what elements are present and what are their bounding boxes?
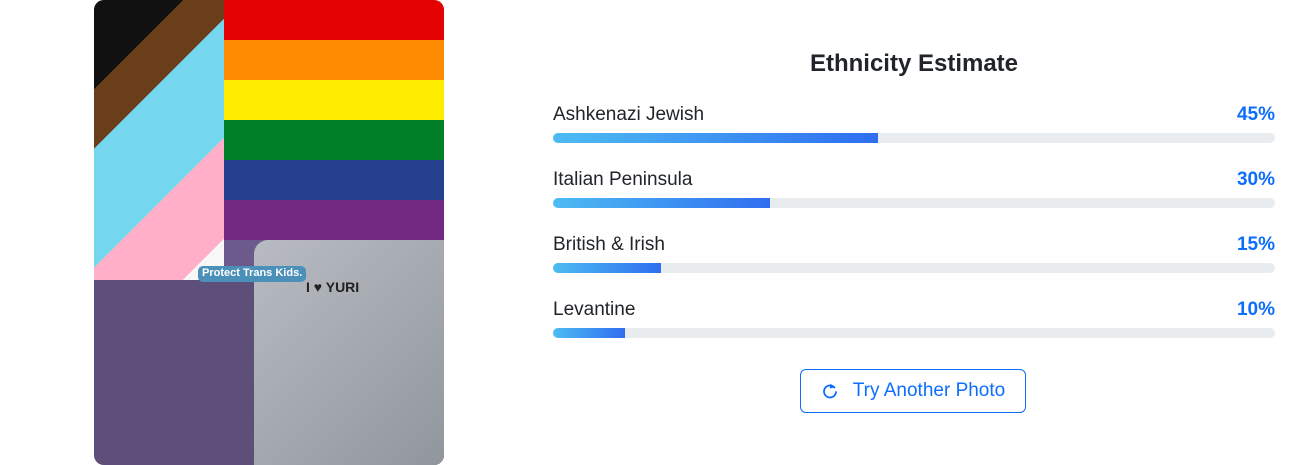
flag-stripe: [204, 200, 444, 240]
progress-fill: [553, 133, 878, 143]
try-another-photo-label: Try Another Photo: [852, 380, 1006, 401]
progress-fill: [553, 328, 626, 338]
uploaded-photo: Protect Trans Kids. I ♥ YURI: [94, 0, 444, 465]
sticker: I ♥ YURI: [306, 279, 360, 295]
result-row: British & Irish 15%: [553, 234, 1275, 274]
progress-track: [553, 328, 1275, 338]
try-another-photo-button[interactable]: Try Another Photo: [800, 369, 1026, 413]
progress-fill: [553, 263, 662, 273]
result-label: Ashkenazi Jewish: [553, 104, 705, 125]
flag-stripe: [204, 80, 444, 120]
progress-fill: [553, 198, 770, 208]
result-label: Levantine: [553, 299, 636, 320]
flag-stripe: [204, 160, 444, 200]
result-row: Levantine 10%: [553, 299, 1275, 339]
result-label: Italian Peninsula: [553, 169, 693, 190]
results-title: Ethnicity Estimate: [809, 50, 1019, 77]
result-percent: 30%: [1236, 169, 1275, 190]
flag-stripe: [204, 0, 444, 40]
result-percent: 10%: [1236, 299, 1275, 320]
result-row: Italian Peninsula 30%: [553, 169, 1275, 209]
result-percent: 45%: [1236, 104, 1275, 125]
flag-stripe: [204, 120, 444, 160]
result-label: British & Irish: [553, 234, 665, 255]
sticker: Protect Trans Kids.: [198, 266, 307, 282]
progress-track: [553, 198, 1275, 208]
progress-track: [553, 263, 1275, 273]
progress-track: [553, 133, 1275, 143]
refresh-icon: [822, 383, 837, 399]
result-percent: 15%: [1236, 234, 1275, 255]
flag-stripe: [204, 40, 444, 80]
result-row: Ashkenazi Jewish 45%: [553, 104, 1275, 144]
